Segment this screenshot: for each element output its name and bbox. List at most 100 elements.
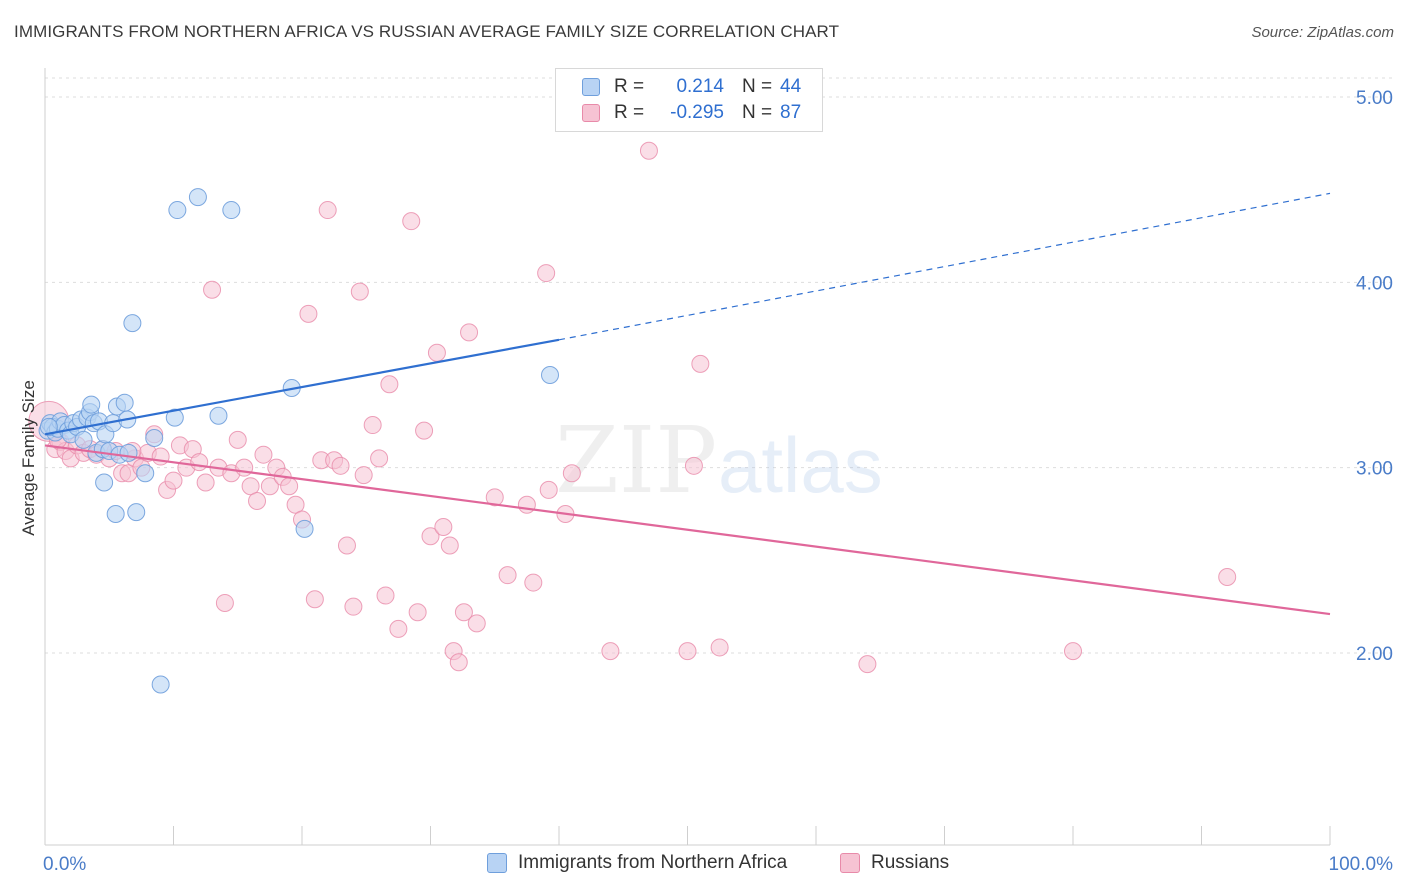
legend-item-russians[interactable]: Russians [840,852,949,874]
data-point-immigrants [95,473,114,492]
data-point-russians [254,445,273,464]
watermark-atlas: atlas [718,421,883,509]
data-point-russians [691,354,710,373]
data-point-russians [1064,642,1082,661]
legend-label-russians: Russians [871,852,950,873]
data-point-russians [408,603,427,622]
data-point-russians [370,449,389,468]
axes [44,68,1331,846]
data-point-immigrants [82,395,101,414]
y-tick-label: 4.00 [1356,273,1393,294]
data-point-russians [190,453,209,472]
data-point-russians [710,638,729,657]
data-point-immigrants [222,201,241,220]
data-point-russians [467,614,486,633]
data-point-russians [539,480,558,499]
legend-label-immigrants: Immigrants from Northern Africa [518,852,788,873]
data-point-immigrants [151,675,170,694]
data-point-russians [299,304,318,323]
trend-line-russians [44,444,1331,616]
data-point-russians [344,597,363,616]
data-point-immigrants [145,429,164,448]
data-point-immigrants [136,464,155,483]
data-point-immigrants [119,443,138,462]
data-point-immigrants [74,430,93,449]
data-point-immigrants [106,505,125,523]
data-point-russians [376,586,395,605]
data-point-russians [639,141,658,160]
data-point-russians [260,477,279,496]
trend-line-immigrants [44,338,560,436]
legend-n-label: N = [742,76,773,97]
data-point-immigrants [168,201,187,220]
series-legend: Immigrants from Northern Africa Russians [0,852,1406,878]
legend-n-label: N = [742,102,773,123]
data-point-russians [389,619,408,638]
legend-n-value: 87 [780,102,802,123]
data-point-immigrants [209,406,228,425]
source-credit: Source: ZipAtlas.com [1251,24,1394,41]
data-point-russians [434,517,453,536]
data-point-russians [449,653,468,672]
legend-row-russians: R = -0.295 N = 87 [582,101,801,125]
data-point-immigrants [295,519,314,538]
trend-line-immigrants-projection [558,192,1331,341]
tick-labels: 2.00 3.00 4.00 5.00 0.0% 100.0% [43,88,1393,875]
data-point-russians [498,566,517,585]
data-point-russians [215,593,234,612]
legend-swatch-pink [582,104,600,122]
data-point-russians [524,573,543,592]
x-tick-label: 0.0% [43,854,86,875]
data-point-russians [331,456,350,475]
data-point-russians [151,447,170,466]
data-point-russians [517,495,536,514]
data-point-russians [228,430,247,449]
gridlines [45,77,1395,654]
data-point-russians [363,416,382,435]
data-point-russians [248,492,267,511]
data-point-russians [305,590,324,609]
legend-swatch-blue [582,78,600,96]
data-point-immigrants [123,314,142,333]
data-point-russians [421,527,440,546]
data-point-immigrants [541,366,560,384]
stats-legend: R = 0.214 N = 44 R = -0.295 N = 87 [555,68,823,132]
data-point-russians [164,471,183,490]
legend-r-label: R = [614,76,645,97]
data-point-russians [241,477,260,496]
data-point-russians [485,488,504,507]
data-point-russians [601,642,620,661]
data-point-russians [402,212,421,231]
legend-r-value: -0.295 [670,102,724,123]
data-point-russians [415,421,434,440]
legend-r-value: 0.214 [676,76,724,97]
data-point-russians [858,655,877,674]
data-point-russians [286,495,305,514]
data-point-immigrants [165,408,184,427]
data-point-immigrants [39,417,58,436]
legend-n-value: 44 [780,76,802,97]
y-axis-label: Average Family Size [19,380,38,536]
data-point-russians [196,473,215,492]
data-point-russians [235,458,254,477]
legend-item-immigrants[interactable]: Immigrants from Northern Africa [487,852,787,874]
legend-r-label: R = [614,102,645,123]
data-point-russians [562,464,581,483]
data-point-russians [350,282,369,301]
x-tick-label: 100.0% [1329,854,1394,875]
data-point-russians [537,264,556,283]
data-point-russians [460,323,479,342]
data-point-russians [440,536,459,555]
data-point-russians [337,536,356,555]
data-point-russians [203,280,222,299]
series-immigrants-northern-africa [38,188,560,694]
y-tick-label: 5.00 [1356,88,1393,109]
data-point-russians [454,603,473,622]
legend-row-immigrants: R = 0.214 N = 44 [582,75,801,99]
legend-swatch-pink [840,853,860,873]
y-tick-label: 2.00 [1356,644,1393,665]
data-point-russians [1218,568,1237,587]
data-point-immigrants [188,188,207,207]
data-point-russians [684,456,703,475]
